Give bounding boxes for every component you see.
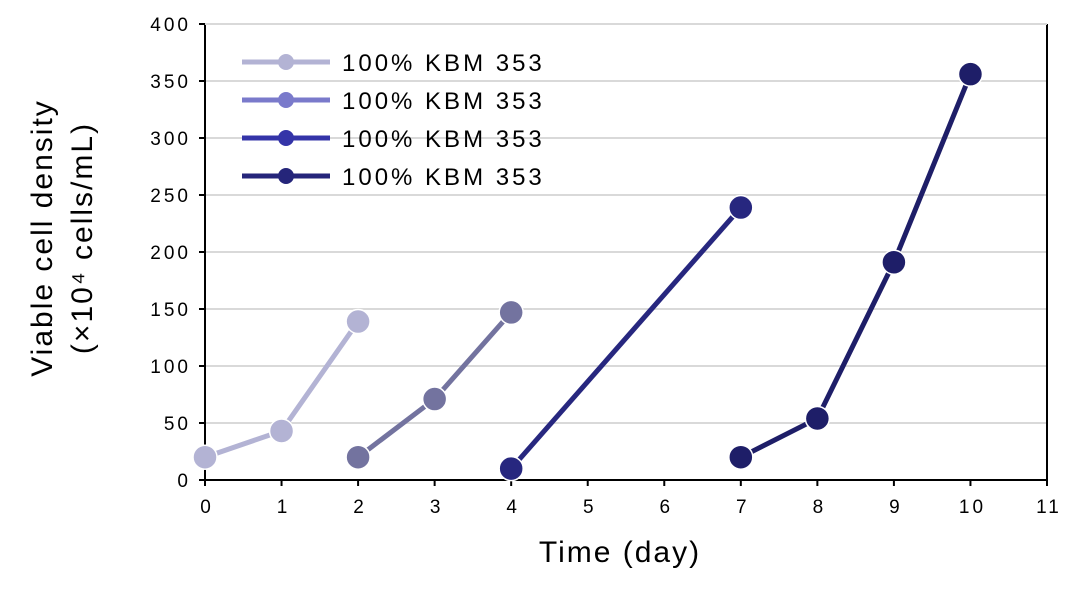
- legend-label-4: 100% KBM 353: [342, 164, 545, 191]
- y-axis-title-line1: Viable cell density: [26, 99, 59, 377]
- series-2-point-1: [345, 444, 371, 470]
- y-tick-label-400: 400: [150, 15, 191, 36]
- legend-label-1: 100% KBM 353: [342, 50, 545, 77]
- y-axis-ticks: 0 50 100 150 200 250 300 350 400: [150, 15, 205, 492]
- series-4-point-2: [804, 405, 831, 432]
- y-tick-label-300: 300: [150, 129, 191, 150]
- legend-swatch-marker-2: [278, 92, 294, 108]
- legend-entry-3: 100% KBM 353: [242, 126, 545, 153]
- legend-entry-4: 100% KBM 353: [242, 164, 545, 191]
- y-tick-label-50: 50: [164, 414, 191, 435]
- legend-swatch-marker-1: [278, 54, 294, 70]
- y-tick-label-100: 100: [150, 357, 191, 378]
- x-axis-title: Time (day): [539, 536, 701, 569]
- horizontal-gridlines: [205, 23, 1047, 424]
- legend-swatch-marker-4: [278, 168, 294, 184]
- legend: 100% KBM 353 100% KBM 353 100% KBM 353 100%…: [242, 50, 545, 191]
- y-tick-label-250: 250: [150, 186, 191, 207]
- series-4-line: [739, 73, 973, 460]
- series-3-line: [509, 205, 743, 471]
- series-3-point-1: [498, 455, 524, 482]
- series-4: [728, 61, 984, 470]
- series-2-line: [356, 310, 514, 460]
- x-tick-label-5: 5: [583, 497, 597, 518]
- series-2: [345, 299, 524, 470]
- x-tick-label-0: 0: [200, 497, 214, 518]
- x-tick-label-1: 1: [277, 497, 291, 518]
- x-tick-label-9: 9: [889, 497, 903, 518]
- legend-label-3: 100% KBM 353: [342, 126, 545, 153]
- legend-entry-2: 100% KBM 353: [242, 88, 545, 115]
- series-1: [192, 308, 371, 470]
- series-1-point-2: [268, 418, 295, 444]
- series-1-point-3: [345, 308, 371, 335]
- x-tick-label-4: 4: [506, 497, 520, 518]
- y-tick-label-150: 150: [150, 300, 191, 321]
- series-4-point-1: [728, 444, 754, 470]
- legend-entry-1: 100% KBM 353: [242, 50, 545, 77]
- y-tick-label-350: 350: [150, 72, 191, 93]
- series-3: [498, 194, 754, 482]
- y-tick-label-200: 200: [150, 243, 191, 264]
- series-4-point-3: [881, 249, 907, 276]
- series-4-point-4: [957, 61, 984, 87]
- series-3-point-2: [728, 194, 754, 221]
- y-axis-title-line2: (×10⁴ cells/mL): [66, 122, 99, 354]
- series-layer: [192, 61, 984, 482]
- x-tick-label-7: 7: [736, 497, 750, 518]
- x-tick-label-8: 8: [813, 497, 827, 518]
- y-axis-title: Viable cell density (×10⁴ cells/mL): [26, 99, 99, 377]
- x-tick-label-6: 6: [659, 497, 673, 518]
- x-tick-label-3: 3: [430, 497, 444, 518]
- series-2-point-2: [421, 386, 448, 412]
- legend-swatch-marker-3: [278, 130, 294, 146]
- y-tick-label-0: 0: [177, 471, 191, 492]
- legend-label-2: 100% KBM 353: [342, 88, 545, 115]
- x-tick-label-11: 11: [1036, 497, 1062, 518]
- x-tick-label-2: 2: [353, 497, 367, 518]
- series-1-point-1: [192, 444, 218, 470]
- series-2-point-3: [498, 299, 524, 326]
- x-tick-label-10: 10: [959, 497, 986, 518]
- x-axis-ticks: 0 1 2 3 4 5 6 7 8 9 10 11: [200, 480, 1062, 518]
